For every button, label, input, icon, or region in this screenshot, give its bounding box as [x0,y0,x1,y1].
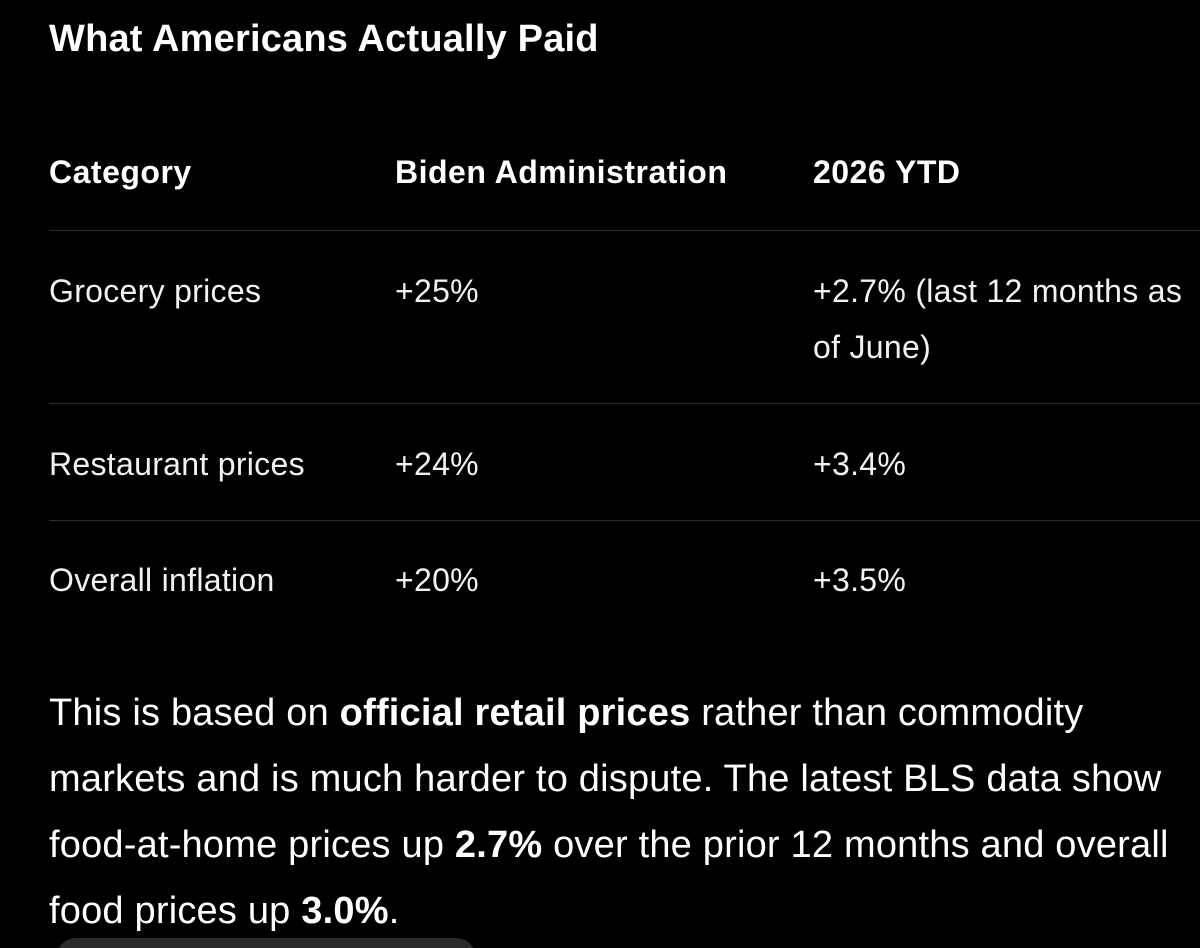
table-cell-ytd-line-2: of June) [813,329,932,365]
column-header-2026-ytd: 2026 YTD [813,154,961,190]
paragraph-text: This is based on [49,692,340,734]
paragraph-text: over the prior 12 months and overall foo… [49,824,1169,932]
table-cell-ytd-line-1: +2.7% (last 12 months as [813,273,1183,309]
column-header-biden-administration: Biden Administration [395,154,728,190]
section-heading: What Americans Actually Paid [49,18,599,60]
table-divider [49,230,1200,231]
table-cell-category: Restaurant prices [49,446,305,482]
table-cell-biden: +25% [395,273,479,309]
table-cell-ytd: +3.4% [813,446,907,482]
paragraph-text: . [388,890,400,932]
table-cell-biden: +20% [395,562,479,598]
paragraph-bold-text: 3.0% [301,890,389,932]
paragraph-bold-text: 2.7% [454,824,543,866]
table-cell-ytd: +2.7% (last 12 months as of June) [813,263,1200,375]
table-divider [49,403,1200,404]
table-cell-biden: +24% [395,446,479,482]
body-paragraph: This is based on official retail prices … [49,680,1179,944]
column-header-category: Category [49,154,192,190]
partial-action-bubble[interactable] [56,938,476,948]
paragraph-text: rather than commodity markets and is muc… [49,692,1162,866]
table-divider [49,520,1200,521]
table-cell-ytd: +3.5% [813,562,907,598]
table-cell-category: Grocery prices [49,273,262,309]
paragraph-bold-text: official retail prices [339,692,691,734]
table-cell-category: Overall inflation [49,562,275,598]
